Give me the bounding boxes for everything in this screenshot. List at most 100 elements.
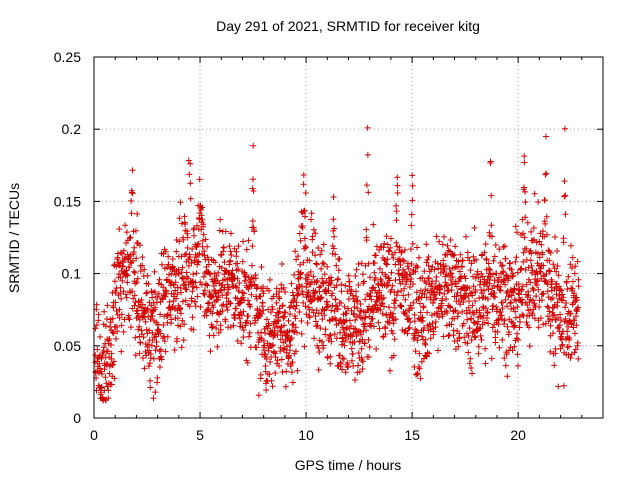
data-point xyxy=(548,287,555,294)
data-point xyxy=(392,261,399,268)
data-point xyxy=(198,205,205,212)
data-point xyxy=(413,289,420,296)
data-point xyxy=(172,279,179,286)
data-point xyxy=(296,230,303,237)
data-point xyxy=(427,326,434,333)
data-point xyxy=(324,354,331,361)
data-point xyxy=(464,340,471,347)
data-point xyxy=(417,300,424,307)
data-point xyxy=(424,256,431,263)
data-point xyxy=(139,254,146,261)
data-point xyxy=(443,322,450,329)
x-axis-label: GPS time / hours xyxy=(295,457,402,473)
data-point xyxy=(511,285,518,292)
data-point xyxy=(352,273,359,280)
data-point xyxy=(432,318,439,325)
data-point xyxy=(170,264,177,271)
data-point xyxy=(409,182,416,189)
data-point xyxy=(123,229,130,236)
data-point xyxy=(478,336,485,343)
data-point xyxy=(466,325,473,332)
data-point xyxy=(393,239,400,246)
data-point xyxy=(423,241,430,248)
data-point xyxy=(467,267,474,274)
data-point xyxy=(153,299,160,306)
data-point xyxy=(263,316,270,323)
data-point xyxy=(386,319,393,326)
data-point xyxy=(311,335,318,342)
data-point xyxy=(293,329,300,336)
data-point xyxy=(155,321,162,328)
data-point xyxy=(240,308,247,315)
data-point xyxy=(516,318,523,325)
data-point xyxy=(391,304,398,311)
data-point xyxy=(478,270,485,277)
data-point xyxy=(279,303,286,310)
data-point xyxy=(120,259,127,266)
data-point xyxy=(223,295,230,302)
data-point xyxy=(220,244,227,251)
data-point xyxy=(210,332,217,339)
data-point xyxy=(542,320,549,327)
data-point xyxy=(157,311,164,318)
data-point xyxy=(381,240,388,247)
data-point xyxy=(313,279,320,286)
data-point xyxy=(317,251,324,258)
data-point xyxy=(414,370,421,377)
data-point xyxy=(291,296,298,303)
data-point xyxy=(118,295,125,302)
data-point xyxy=(391,336,398,343)
data-point xyxy=(353,266,360,273)
data-point xyxy=(217,252,224,259)
data-point xyxy=(511,322,518,329)
data-point xyxy=(260,307,267,314)
data-point xyxy=(417,287,424,294)
data-point xyxy=(521,234,528,241)
data-point xyxy=(156,348,163,355)
data-point xyxy=(265,347,272,354)
data-point xyxy=(204,243,211,250)
data-point xyxy=(398,303,405,310)
data-point xyxy=(455,278,462,285)
data-point xyxy=(440,333,447,340)
data-point xyxy=(404,330,411,337)
data-point xyxy=(187,180,194,187)
data-point xyxy=(414,264,421,271)
data-point xyxy=(281,313,288,320)
data-point xyxy=(491,290,498,297)
data-point xyxy=(443,296,450,303)
data-point xyxy=(205,307,212,314)
data-point xyxy=(236,280,243,286)
data-point xyxy=(361,314,368,321)
data-point xyxy=(106,370,113,377)
data-point xyxy=(573,296,580,303)
data-point xyxy=(272,369,279,376)
data-point xyxy=(160,322,167,329)
data-point xyxy=(333,262,340,269)
data-point xyxy=(554,325,561,332)
data-point xyxy=(266,371,273,378)
data-point xyxy=(518,286,525,293)
data-point xyxy=(98,355,105,362)
data-point xyxy=(278,323,285,330)
data-point xyxy=(177,323,184,330)
data-point xyxy=(385,281,392,288)
data-point xyxy=(327,274,334,281)
data-point xyxy=(363,237,370,244)
data-point xyxy=(348,357,355,364)
data-point xyxy=(270,333,277,340)
data-point xyxy=(462,294,469,301)
data-point xyxy=(338,341,345,348)
data-point xyxy=(128,210,135,217)
data-point xyxy=(98,370,105,377)
data-point xyxy=(130,295,137,302)
data-point xyxy=(495,321,502,328)
data-point xyxy=(131,269,138,276)
data-point xyxy=(431,288,438,295)
data-point xyxy=(455,310,462,317)
data-point xyxy=(101,308,108,315)
x-tick-label: 5 xyxy=(196,427,204,443)
data-point xyxy=(231,245,238,252)
data-point xyxy=(292,305,299,312)
data-point xyxy=(542,220,549,227)
